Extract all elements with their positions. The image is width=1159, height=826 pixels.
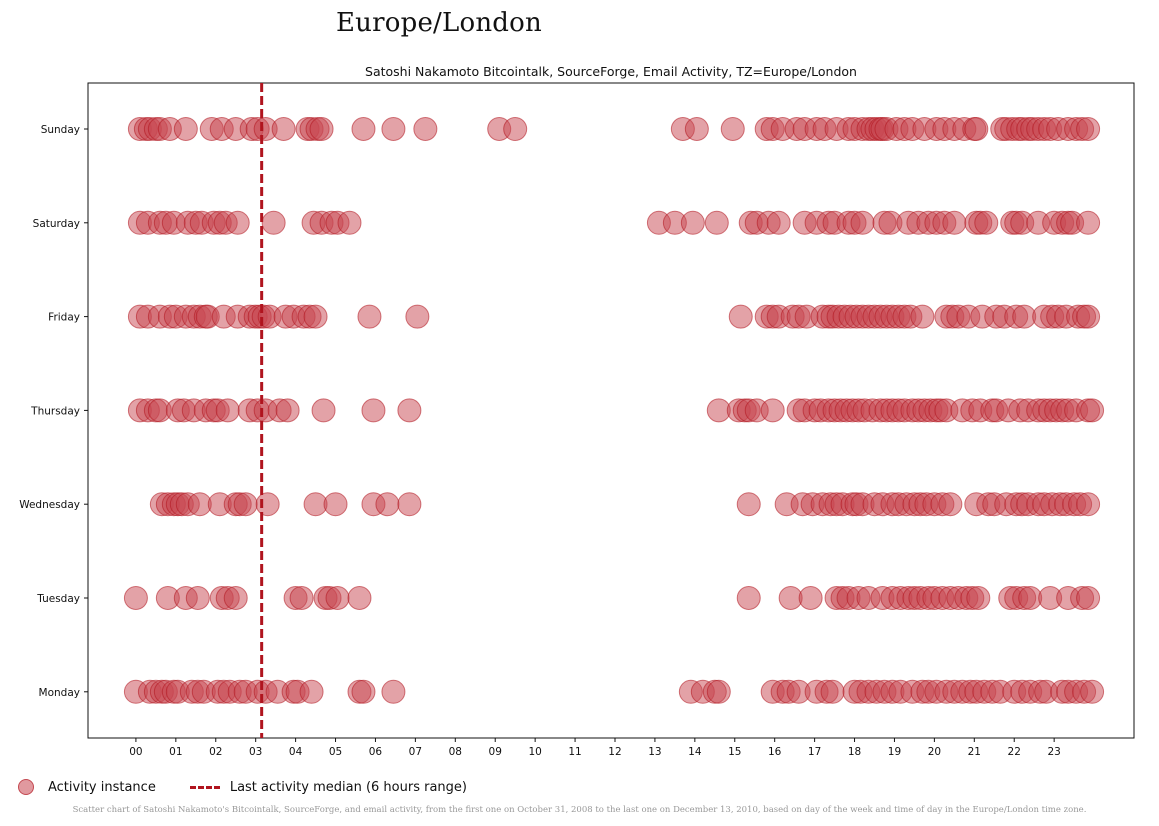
activity-point-sunday (413, 117, 438, 141)
x-tick-label-00: 00 (129, 746, 142, 758)
y-tick-label-saturday: Saturday (33, 218, 80, 230)
activity-point-friday (405, 304, 430, 329)
activity-point-saturday (974, 210, 999, 235)
x-tick-label-02: 02 (209, 746, 222, 758)
activity-point-wednesday (938, 492, 963, 517)
activity-point-tuesday (123, 586, 148, 610)
x-tick-label-14: 14 (688, 746, 702, 758)
activity-point-thursday (275, 398, 300, 423)
activity-point-saturday (261, 210, 286, 235)
activity-point-sunday (173, 117, 198, 141)
activity-point-tuesday (798, 586, 823, 610)
x-tick-label-20: 20 (928, 746, 941, 758)
activity-point-monday (381, 679, 406, 704)
activity-point-sunday (720, 117, 745, 141)
activity-point-wednesday (255, 492, 280, 517)
activity-point-tuesday (289, 586, 314, 610)
y-tick-label-wednesday: Wednesday (19, 499, 80, 511)
x-tick-label-09: 09 (489, 746, 502, 758)
x-tick-label-12: 12 (608, 746, 621, 758)
activity-point-wednesday (736, 492, 761, 517)
activity-point-saturday (680, 210, 705, 235)
y-tick-label-monday: Monday (39, 687, 80, 699)
activity-point-friday (910, 304, 935, 329)
x-tick-label-18: 18 (848, 746, 861, 758)
activity-point-sunday (351, 117, 376, 141)
x-tick-label-10: 10 (528, 746, 541, 758)
activity-point-saturday (766, 210, 791, 235)
activity-point-sunday (503, 117, 528, 141)
activity-point-tuesday (185, 586, 210, 610)
x-tick-label-15: 15 (728, 746, 741, 758)
activity-point-friday (1076, 304, 1101, 329)
x-tick-label-21: 21 (968, 746, 981, 758)
y-tick-label-friday: Friday (48, 312, 80, 324)
activity-point-friday (728, 304, 753, 329)
chart-title: Satoshi Nakamoto Bitcointalk, SourceForg… (365, 64, 857, 79)
x-tick-label-08: 08 (449, 746, 462, 758)
activity-point-wednesday (1076, 492, 1101, 517)
activity-point-sunday (1076, 117, 1101, 141)
activity-point-wednesday (397, 492, 422, 517)
activity-point-thursday (760, 398, 785, 423)
activity-point-tuesday (1076, 586, 1101, 610)
y-tick-label-tuesday: Tuesday (36, 593, 80, 605)
activity-point-monday (299, 679, 324, 704)
x-tick-label-01: 01 (169, 746, 182, 758)
activity-point-wednesday (233, 492, 258, 517)
activity-point-saturday (704, 210, 729, 235)
x-tick-label-06: 06 (369, 746, 383, 758)
activity-point-saturday (337, 210, 362, 235)
activity-point-saturday (942, 210, 967, 235)
activity-point-monday (351, 679, 376, 704)
activity-point-sunday (381, 117, 406, 141)
x-tick-label-04: 04 (289, 746, 303, 758)
x-tick-label-16: 16 (768, 746, 782, 758)
activity-point-saturday (850, 210, 875, 235)
x-tick-label-22: 22 (1008, 746, 1021, 758)
x-tick-label-13: 13 (648, 746, 661, 758)
x-tick-label-11: 11 (568, 746, 581, 758)
activity-point-friday (357, 304, 382, 329)
legend: Activity instance Last activity median (… (18, 776, 467, 798)
x-tick-label-17: 17 (808, 746, 821, 758)
activity-point-sunday (964, 117, 989, 141)
activity-point-sunday (684, 117, 709, 141)
activity-point-saturday (1076, 210, 1101, 235)
y-tick-label-sunday: Sunday (41, 124, 80, 136)
x-tick-label-03: 03 (249, 746, 262, 758)
activity-point-saturday (225, 210, 250, 235)
activity-point-monday (1080, 679, 1105, 704)
activity-point-thursday (1080, 398, 1105, 423)
median-dash-icon (189, 785, 220, 789)
scatter-chart: Satoshi Nakamoto Bitcointalk, SourceForg… (19, 64, 1135, 758)
activity-point-tuesday (736, 586, 761, 610)
activity-point-thursday (361, 398, 386, 423)
activity-point-thursday (215, 398, 240, 423)
activity-point-thursday (397, 398, 422, 423)
activity-point-tuesday (966, 586, 991, 610)
activity-point-tuesday (325, 586, 350, 610)
activity-point-tuesday (347, 586, 372, 610)
x-tick-label-23: 23 (1047, 746, 1060, 758)
x-tick-label-19: 19 (888, 746, 901, 758)
x-tick-label-07: 07 (409, 746, 422, 758)
x-tick-label-05: 05 (329, 746, 342, 758)
activity-point-friday (303, 304, 328, 329)
activity-marker-icon (18, 779, 34, 795)
activity-point-thursday (311, 398, 336, 423)
activity-point-monday (706, 679, 731, 704)
chart-caption: Scatter chart of Satoshi Nakamoto's Bitc… (72, 805, 1087, 815)
activity-point-wednesday (375, 492, 400, 517)
activity-point-sunday (309, 117, 334, 141)
page-title: Europe/London (336, 8, 542, 38)
activity-point-sunday (271, 117, 296, 141)
activity-point-tuesday (223, 586, 248, 610)
legend-median-label: Last activity median (6 hours range) (229, 779, 467, 795)
y-tick-label-thursday: Thursday (30, 405, 80, 417)
activity-point-monday (820, 679, 845, 704)
activity-point-wednesday (323, 492, 348, 517)
legend-activity-label: Activity instance (48, 779, 156, 795)
